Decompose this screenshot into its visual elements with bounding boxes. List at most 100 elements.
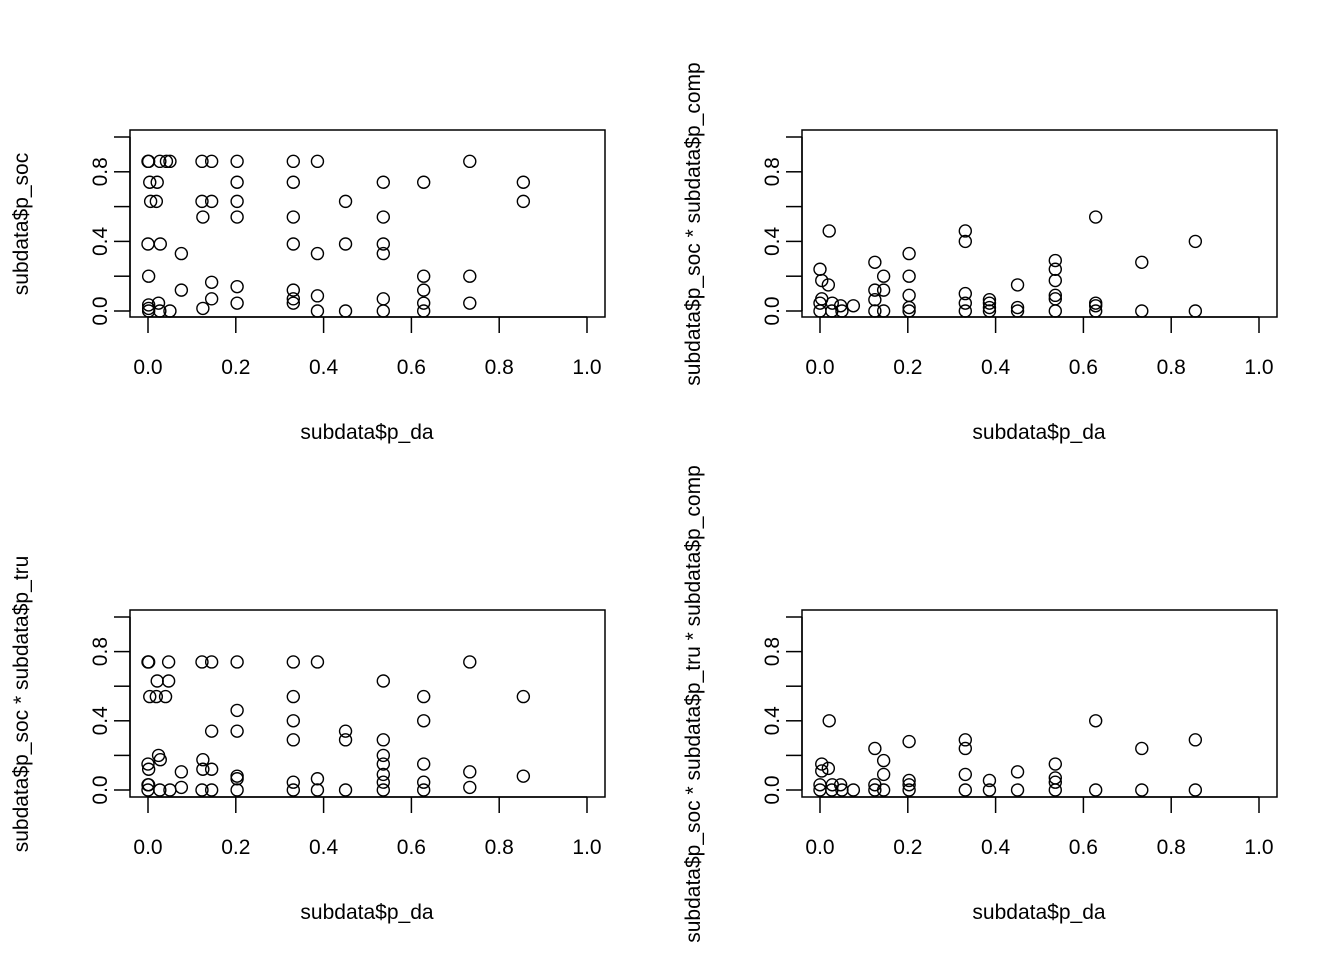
data-point: [416, 775, 431, 789]
data-point: [153, 753, 167, 767]
data-point: [958, 296, 973, 310]
data-point: [958, 224, 973, 238]
data-point: [230, 703, 244, 718]
data-point: [463, 269, 477, 283]
data-point: [1010, 783, 1025, 797]
data-point: [1188, 733, 1203, 747]
data-point: [822, 714, 836, 728]
data-point: [982, 773, 997, 788]
data-point: [1135, 741, 1149, 756]
data-point: [153, 304, 167, 318]
data-point: [1048, 757, 1063, 771]
x-tick-label: 0.0: [133, 836, 162, 859]
data-point: [1010, 304, 1025, 318]
y-tick-label: 0.0: [89, 296, 112, 325]
data-point: [310, 246, 325, 261]
data-point: [416, 304, 431, 318]
data-point: [958, 234, 973, 249]
data-point: [1010, 765, 1025, 779]
data-point: [310, 289, 325, 303]
data-point: [1088, 299, 1103, 313]
x-tick-label: 0.8: [485, 836, 514, 859]
data-point: [416, 757, 431, 771]
data-point: [1048, 253, 1063, 268]
data-point: [196, 301, 210, 316]
x-tick-label: 1.0: [572, 836, 601, 859]
y-tick-label: 0.8: [89, 157, 112, 186]
data-point: [204, 783, 219, 797]
data-point: [1135, 783, 1149, 797]
data-point: [286, 733, 301, 747]
data-point: [868, 783, 882, 797]
data-point: [958, 304, 973, 318]
data-point: [230, 154, 244, 169]
data-point: [230, 296, 244, 310]
data-point: [310, 154, 325, 169]
data-point: [876, 304, 891, 318]
data-point: [902, 269, 916, 283]
data-point: [153, 237, 167, 251]
data-point: [813, 262, 827, 276]
y-tick-label: 0.4: [89, 226, 112, 256]
data-point: [141, 762, 156, 776]
x-axis-label: subdata$p_da: [300, 421, 433, 444]
data-point: [813, 304, 827, 318]
data-point: [416, 296, 431, 310]
data-point: [846, 783, 861, 797]
data-point: [141, 304, 156, 318]
data-point: [230, 769, 244, 783]
y-tick-label: 0.8: [89, 637, 112, 666]
x-tick-label: 0.4: [981, 836, 1011, 859]
data-point: [958, 741, 973, 756]
y-tick-label: 0.8: [761, 637, 784, 666]
data-point: [463, 154, 477, 169]
data-point: [204, 292, 219, 306]
data-point: [376, 767, 391, 782]
data-point: [958, 733, 973, 747]
data-point: [902, 288, 916, 303]
x-tick-label: 1.0: [1244, 356, 1273, 379]
data-point: [982, 296, 997, 310]
plot-box: [129, 609, 606, 798]
data-point: [150, 674, 164, 688]
data-point: [163, 783, 177, 797]
data-point: [204, 194, 219, 209]
data-point: [876, 269, 891, 283]
data-point: [982, 783, 997, 797]
data-point: [376, 246, 391, 261]
y-axis-label: subdata$p_soc * subdata$p_tru: [10, 556, 33, 853]
data-point: [141, 655, 156, 669]
data-point: [174, 283, 189, 297]
data-point: [416, 714, 431, 728]
data-point: [230, 175, 244, 189]
data-point: [516, 194, 531, 209]
data-point: [1088, 304, 1103, 318]
data-point: [230, 783, 244, 797]
data-point: [286, 783, 301, 797]
data-point: [141, 778, 156, 792]
data-point: [902, 246, 916, 261]
x-tick-label: 0.0: [805, 356, 834, 379]
data-point: [416, 689, 431, 704]
data-point: [153, 783, 167, 797]
plot-box: [801, 609, 1278, 798]
data-point: [338, 733, 353, 747]
data-point: [463, 780, 477, 795]
data-point: [1188, 304, 1203, 318]
data-point: [161, 674, 176, 688]
data-point: [416, 269, 431, 283]
x-axis-label: subdata$p_da: [972, 421, 1105, 444]
data-point: [958, 286, 973, 301]
x-tick-label: 0.4: [309, 356, 339, 379]
data-point: [868, 304, 882, 318]
data-point: [149, 194, 164, 209]
x-tick-label: 0.2: [893, 836, 922, 859]
x-tick-label: 0.0: [805, 836, 834, 859]
data-point: [902, 778, 916, 792]
data-point: [204, 275, 219, 289]
data-point: [1048, 783, 1063, 797]
x-tick-label: 0.8: [1157, 836, 1186, 859]
data-point: [1010, 300, 1025, 315]
data-point: [1188, 234, 1203, 249]
